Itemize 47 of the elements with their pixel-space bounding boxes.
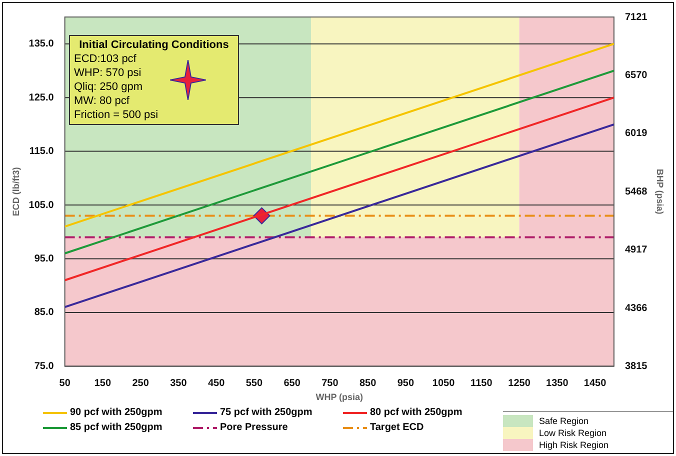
- y-tick-label: 95.0: [34, 254, 54, 265]
- y2-tick-label: 4366: [624, 302, 648, 314]
- x-tick-label: 1250: [508, 378, 531, 389]
- x-tick-label: 250: [132, 378, 150, 389]
- x-tick-label: 1350: [546, 378, 569, 389]
- y2-axis-title: BHP (psia): [655, 168, 666, 214]
- legend-label: Target ECD: [370, 422, 424, 433]
- x-tick-label: 450: [208, 378, 226, 389]
- y-axis-title: ECD (lb/ft3): [10, 167, 21, 216]
- annotation: Qliq: 250 gpm: [74, 80, 144, 94]
- x-tick-label: 650: [284, 378, 301, 389]
- legend-label: 90 pcf with 250gpm: [70, 407, 162, 418]
- y-tick-label: 125.0: [28, 92, 54, 104]
- x-axis-title: WHP (psia): [316, 392, 364, 402]
- legend-label: Safe Region: [539, 416, 589, 426]
- annotation: WHP: 570 psi: [74, 66, 142, 80]
- y-tick-label: 105.0: [28, 200, 54, 211]
- x-tick-label: 1050: [432, 378, 456, 389]
- y-tick-label: 75.0: [34, 360, 54, 372]
- legend-label: Pore Pressure: [220, 422, 288, 433]
- annotation: Initial Circulating Conditions: [78, 38, 230, 52]
- legend-label: 85 pcf with 250gpm: [70, 422, 162, 433]
- x-tick-label: 750: [322, 378, 339, 389]
- legend-label: 80 pcf with 250gpm: [370, 407, 462, 418]
- y2-tick-label: 6570: [624, 70, 648, 81]
- x-tick-label: 950: [397, 378, 414, 389]
- y2-tick-label: 7121: [624, 12, 648, 23]
- x-tick-label: 150: [94, 378, 112, 389]
- x-tick-label: 50: [59, 378, 71, 389]
- x-tick-label: 550: [246, 378, 263, 389]
- x-tick-label: 850: [359, 378, 377, 389]
- x-tick-label: 350: [170, 378, 188, 389]
- legend-label: Low Risk Region: [539, 428, 607, 438]
- annotation: Friction = 500 psi: [74, 108, 160, 122]
- x-tick-label: 1150: [470, 378, 493, 389]
- x-tick-label: 1450: [584, 378, 607, 389]
- annotation: MW: 80 pcf: [74, 94, 130, 108]
- y2-tick-label: 3815: [624, 360, 648, 372]
- y-tick-label: 135.0: [28, 38, 54, 50]
- legend-label: High Risk Region: [539, 440, 609, 450]
- annotation: ECD:103 pcf: [74, 52, 138, 66]
- y-tick-label: 115.0: [29, 146, 54, 158]
- y2-tick-label: 6019: [624, 128, 648, 140]
- y2-tick-label: 5468: [624, 186, 648, 198]
- y-tick-label: 85.0: [34, 307, 54, 318]
- legend-label: 75 pcf with 250gpm: [220, 407, 312, 418]
- y2-tick-label: 4917: [624, 244, 648, 256]
